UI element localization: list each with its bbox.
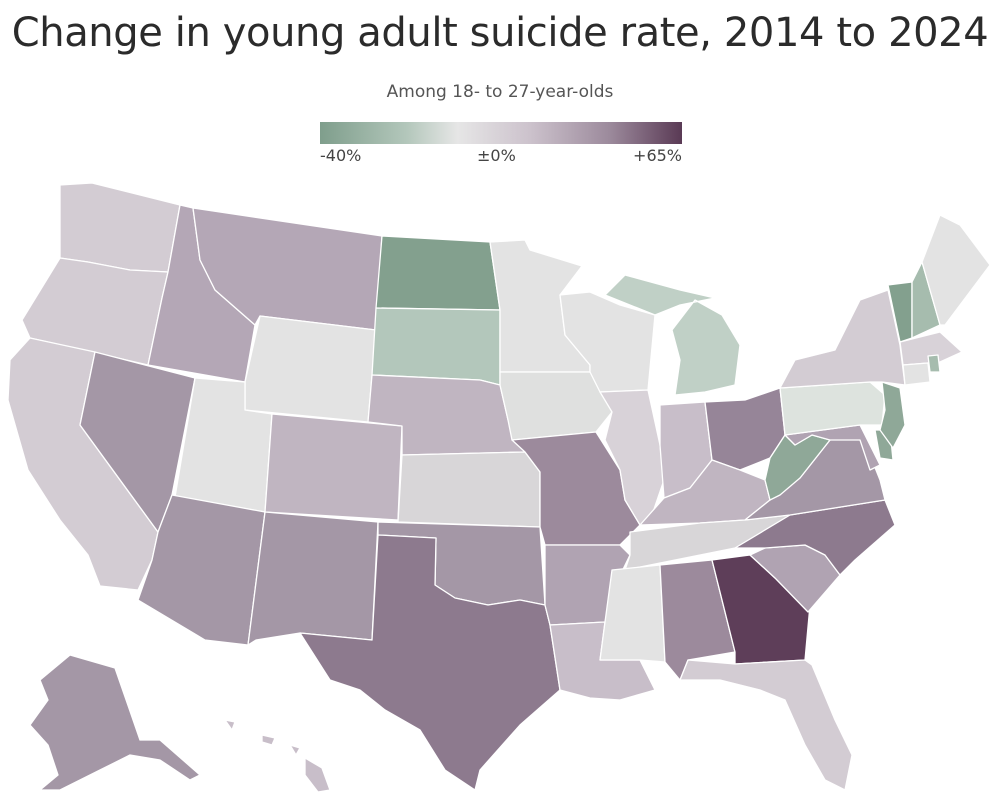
state-SD[interactable] [371,307,501,386]
legend-max-label: +65% [633,146,682,165]
state-NM[interactable] [247,511,379,646]
state-FL[interactable] [679,659,853,791]
color-legend: -40% ±0% +65% [320,122,682,166]
state-TX[interactable] [299,534,561,791]
state-CT[interactable] [902,362,931,386]
state-PA[interactable] [779,381,886,436]
legend-gradient-bar [320,122,682,144]
state-NY[interactable] [779,289,906,389]
state-MD[interactable] [784,424,881,471]
state-KS[interactable] [397,451,541,528]
state-ME[interactable] [921,214,991,326]
chart-subtitle: Among 18- to 27-year-olds [386,82,614,102]
state-MA[interactable] [899,331,963,366]
state-WA[interactable] [59,182,181,273]
us-choropleth-map [7,182,991,793]
legend-min-label: -40% [320,146,362,165]
legend-labels: -40% ±0% +65% [320,144,682,166]
state-RI[interactable] [927,354,941,373]
state-MI[interactable] [604,274,741,396]
state-ND[interactable] [375,235,501,311]
legend-mid-label: ±0% [477,146,516,165]
state-HI[interactable] [224,719,331,793]
state-WI[interactable] [559,291,656,393]
state-CO[interactable] [264,413,403,521]
state-WY[interactable] [244,315,377,423]
state-NJ[interactable] [879,381,906,449]
chart-title: Change in young adult suicide rate, 2014… [11,10,989,56]
state-AK[interactable] [29,654,201,791]
